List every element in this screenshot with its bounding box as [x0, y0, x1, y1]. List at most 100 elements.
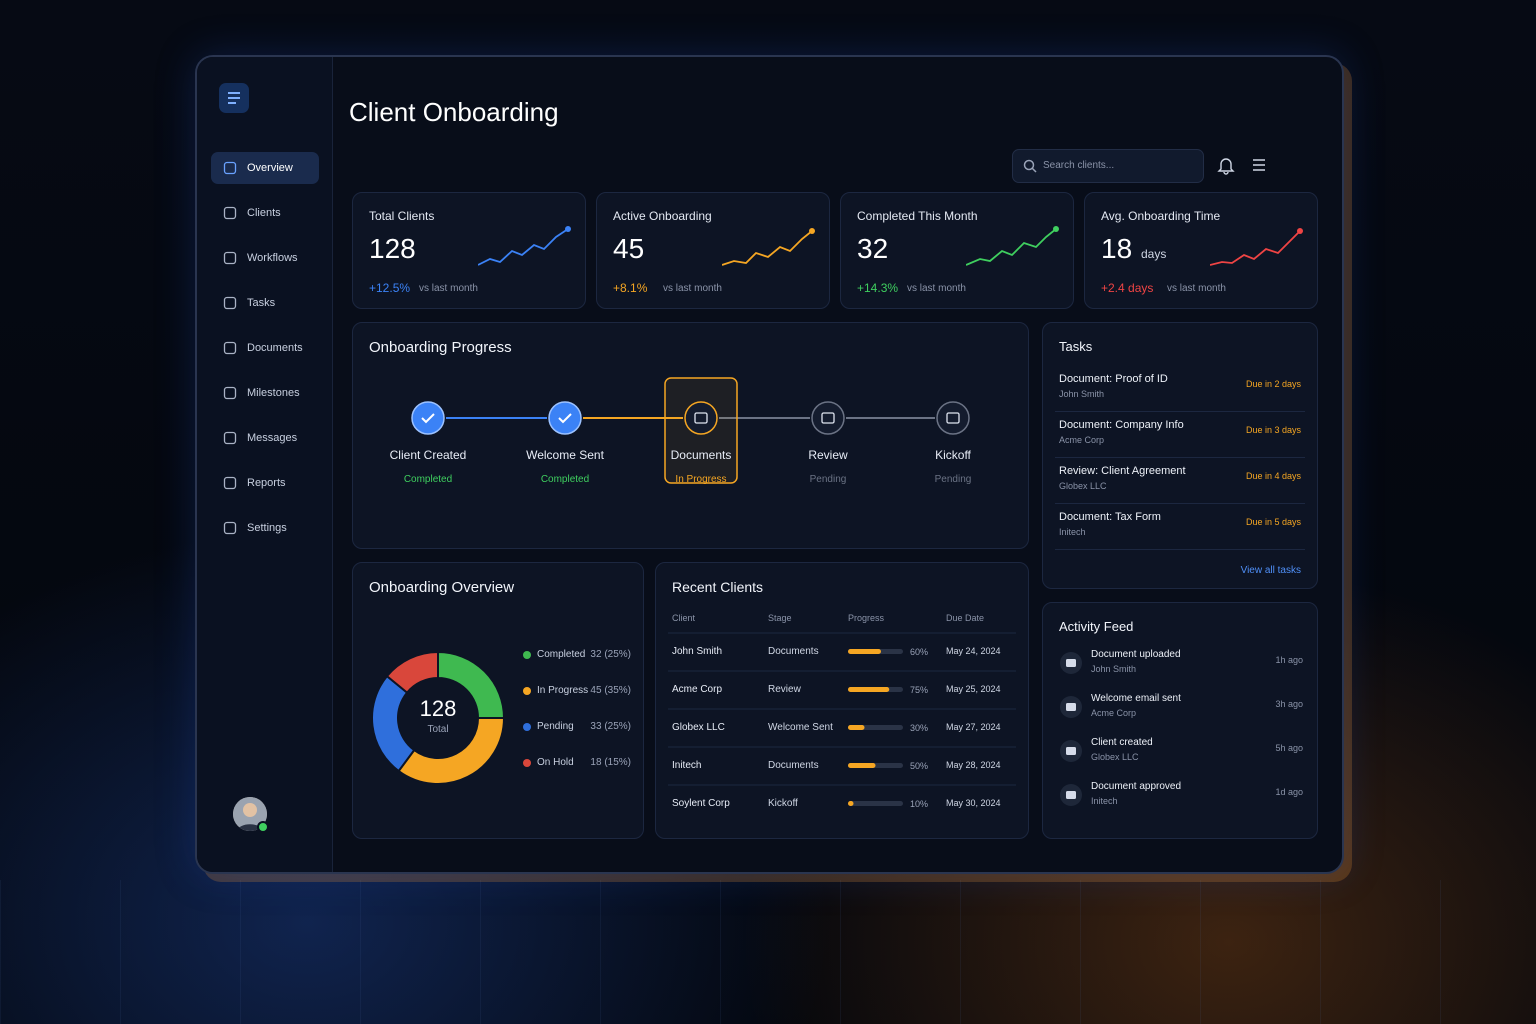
nav-item[interactable]: Workflows [211, 242, 319, 274]
nav-icon [223, 296, 237, 310]
step-circle [548, 401, 582, 435]
client-name[interactable]: Globex LLC [672, 722, 725, 733]
nav-item[interactable]: Tasks [211, 287, 319, 319]
task-row[interactable]: Document: Proof of ID John Smith Due in 2 … [1055, 367, 1305, 412]
icon-shape [223, 296, 237, 310]
sparkline-end [565, 226, 571, 232]
panel-title: Onboarding Progress [369, 339, 512, 356]
due-date: May 28, 2024 [946, 760, 1001, 770]
step-label: Documents [670, 448, 732, 462]
activity-subject: Globex LLC [1091, 752, 1139, 762]
sparkline [722, 228, 815, 266]
donut-total: 128 [419, 696, 457, 721]
nav-label: Settings [247, 522, 287, 534]
task-row[interactable]: Review: Client Agreement Globex LLC Due in… [1055, 459, 1305, 504]
sparkline [966, 226, 1059, 266]
progress-fill [848, 725, 865, 730]
nav-item[interactable]: Clients [211, 197, 319, 229]
icon-shape [223, 251, 237, 265]
stat-label: Total Clients [369, 209, 435, 223]
activity-subject: Initech [1091, 796, 1118, 806]
legend-name: On Hold [537, 757, 574, 768]
menu-button[interactable] [1251, 158, 1267, 172]
nav-icon [223, 206, 237, 220]
task-client: Initech [1059, 527, 1086, 537]
client-name[interactable]: Soylent Corp [672, 798, 730, 809]
activity-time: 3h ago [1275, 699, 1303, 709]
nav-item[interactable]: Documents [211, 332, 319, 364]
legend-dot [523, 723, 531, 731]
activity-event: Welcome email sent [1091, 693, 1181, 704]
legend-name: Completed [537, 649, 586, 660]
client-stage: Documents [768, 646, 819, 657]
task-client: Acme Corp [1059, 435, 1105, 445]
step-status: Completed [540, 474, 590, 485]
step-status: Pending [934, 474, 972, 485]
progress-label: 75% [910, 685, 929, 695]
floor-grid [0, 880, 1536, 1024]
logo[interactable] [219, 83, 249, 113]
progress-label: 30% [910, 723, 929, 733]
progress-fill [848, 687, 890, 692]
nav-item[interactable]: Milestones [211, 377, 319, 409]
icon-glyph [1066, 791, 1076, 799]
online-indicator [257, 821, 269, 833]
activity-subject: Acme Corp [1091, 708, 1137, 718]
legend-dot [523, 651, 531, 659]
sparkline-end [809, 228, 815, 234]
client-stage: Review [768, 684, 801, 695]
legend-value: 32 (25%) [590, 649, 631, 660]
nav-item[interactable]: Settings [211, 512, 319, 544]
client-stage: Welcome Sent [768, 722, 833, 733]
sparkline-end [1053, 226, 1059, 232]
task-row[interactable]: Document: Tax Form Initech Due in 5 days [1055, 505, 1305, 550]
activity-event: Document approved [1091, 781, 1182, 792]
progress-bars [668, 632, 1016, 806]
panel-title: Activity Feed [1059, 619, 1134, 634]
task-client: Globex LLC [1059, 481, 1107, 491]
step-circle [936, 401, 970, 435]
stat-card: Active Onboarding 45 +8.1% vs last month [596, 192, 830, 309]
nav-icon [223, 386, 237, 400]
step-label: Review [808, 448, 848, 462]
icon-shape [223, 341, 237, 355]
legend-name: In Progress [537, 685, 589, 696]
user-avatar[interactable] [233, 797, 267, 831]
stat-note: vs last month [1167, 283, 1226, 294]
search-box[interactable]: Search clients... [1012, 149, 1204, 183]
task-title: Review: Client Agreement [1059, 465, 1186, 477]
step-circle [684, 401, 718, 435]
progress-label: 50% [910, 761, 929, 771]
view-all-tasks-link[interactable]: View all tasks [1240, 565, 1301, 576]
client-name[interactable]: Acme Corp [672, 684, 723, 695]
task-title: Document: Proof of ID [1059, 373, 1168, 385]
task-row[interactable]: Document: Company Info Acme Corp Due in 3 … [1055, 413, 1305, 458]
legend-value: 45 (35%) [590, 685, 631, 696]
sparkline-line [1210, 230, 1301, 266]
stat-change: +14.3% [857, 281, 899, 295]
client-name[interactable]: Initech [672, 760, 702, 771]
step-label: Welcome Sent [526, 448, 604, 462]
stat-card: Avg. Onboarding Time 18 days +2.4 days vs la… [1084, 192, 1318, 309]
activity-time: 1d ago [1275, 787, 1303, 797]
nav-item[interactable]: Reports [211, 467, 319, 499]
stat-card: Total Clients 128 +12.5% vs last month [352, 192, 586, 309]
nav-item[interactable]: Overview [211, 152, 319, 184]
nav-item[interactable]: Messages [211, 422, 319, 454]
task-client: John Smith [1059, 389, 1105, 399]
progress-track [411, 377, 970, 484]
step-circle [811, 401, 845, 435]
step-icon [821, 412, 835, 424]
activity-icon [1060, 696, 1082, 718]
activity-icon [1060, 784, 1082, 806]
notifications-button[interactable] [1217, 155, 1235, 175]
icon-shape [223, 521, 237, 535]
nav-icon [223, 431, 237, 445]
sparkline [1210, 228, 1303, 266]
client-stage: Kickoff [768, 798, 798, 809]
step-status: In Progress [675, 474, 727, 485]
icon-shape [223, 476, 237, 490]
client-name[interactable]: John Smith [672, 646, 723, 657]
nav-icon [223, 341, 237, 355]
